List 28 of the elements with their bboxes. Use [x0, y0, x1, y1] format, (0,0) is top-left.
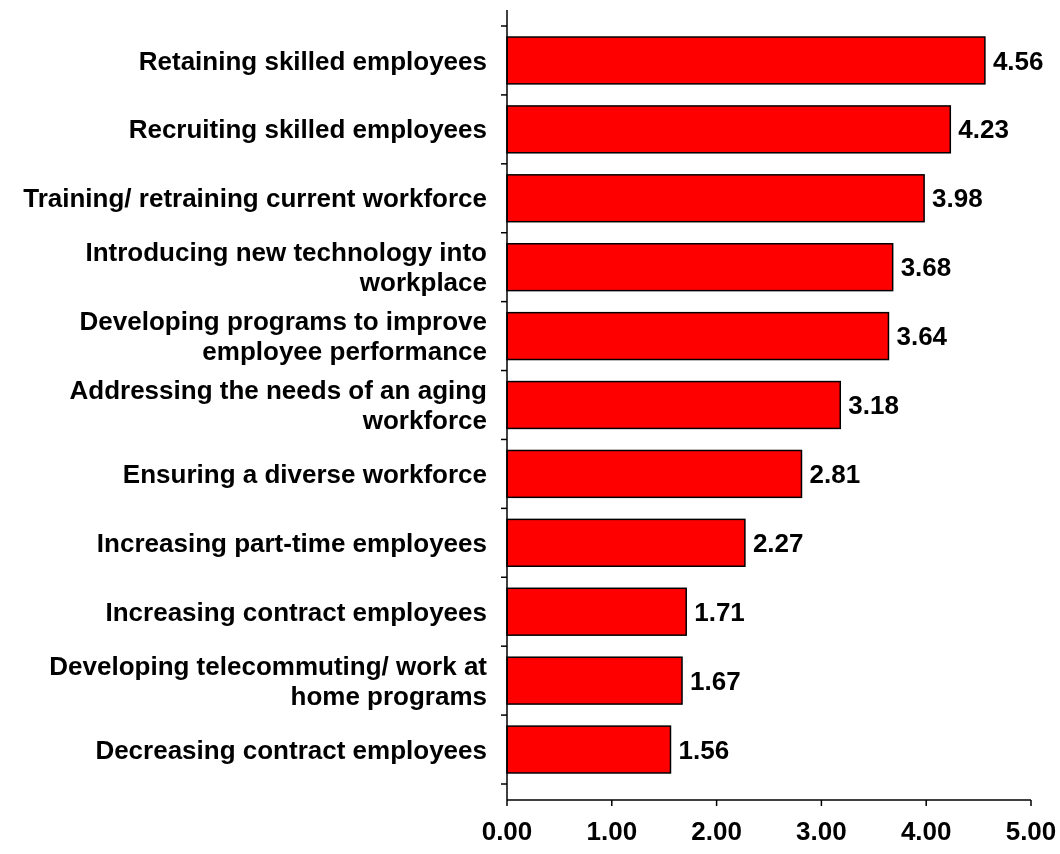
data-label: 1.67	[690, 665, 741, 696]
x-tick-label: 4.00	[900, 816, 952, 846]
y-tick-label: Ensuring a diverse workforce	[122, 459, 487, 490]
y-tick-label: Increasing part-time employees	[96, 527, 487, 558]
y-tick-label: Recruiting skilled employees	[128, 114, 487, 145]
data-label: 4.56	[992, 45, 1044, 76]
data-label: 3.64	[896, 321, 948, 352]
x-tick-label: 1.00	[586, 816, 638, 846]
y-tick-label: Addressing the needs of an aging workforce	[69, 375, 487, 436]
x-tick-label: 2.00	[691, 816, 742, 846]
x-tick-label: 5.00	[1005, 816, 1057, 846]
data-label: 2.81	[809, 459, 861, 490]
y-tick-label: Training/ retraining current workforce	[23, 183, 487, 214]
x-tick-label: 0.00	[481, 816, 533, 846]
y-tick-label: Introducing new technology into workplace	[85, 237, 487, 298]
data-label: 3.68	[900, 252, 952, 283]
data-label: 4.23	[958, 114, 1009, 145]
y-tick-label: Increasing contract employees	[105, 596, 487, 627]
data-label: 1.71	[694, 596, 745, 627]
x-tick-label: 3.00	[796, 816, 847, 846]
data-label: 3.18	[848, 390, 899, 421]
y-tick-label: Retaining skilled employees	[138, 45, 487, 76]
data-label: 2.27	[752, 527, 804, 558]
data-label: 1.56	[678, 734, 730, 765]
data-label: 3.98	[932, 183, 983, 214]
y-tick-label: Developing programs to improve employee performance	[79, 306, 487, 367]
y-tick-label: Decreasing contract employees	[95, 734, 487, 765]
y-tick-label: Developing telecommuting/ work at home programs	[49, 650, 488, 711]
